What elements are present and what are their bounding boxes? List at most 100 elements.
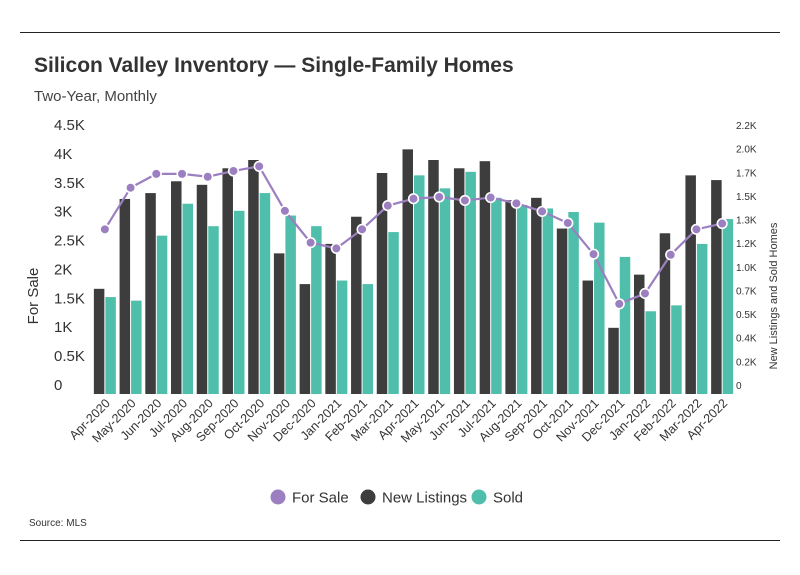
sold-bar	[439, 188, 451, 394]
for-sale-point	[639, 287, 651, 300]
right-tick-label: 1.2K	[736, 239, 757, 250]
for-sale-point	[227, 165, 240, 177]
right-tick-label: 0.2K	[736, 357, 757, 368]
for-sale-point	[485, 191, 497, 204]
for-sale-point	[382, 200, 394, 212]
new-listings-bar	[273, 253, 285, 394]
legend-swatch	[270, 489, 286, 505]
for-sale-point	[330, 242, 342, 254]
for-sale-point	[587, 248, 600, 260]
left-axis-title: For Sale	[25, 268, 42, 325]
sold-bar	[311, 226, 322, 394]
sold-bar	[645, 311, 656, 394]
new-listings-bar	[119, 199, 131, 394]
right-axis-title: New Listings and Sold Homes	[768, 222, 780, 369]
sold-bar	[285, 215, 296, 394]
chart-subtitle: Two-Year, Monthly	[34, 88, 157, 105]
for-sale-point	[716, 217, 728, 230]
new-listings-bar	[453, 168, 465, 394]
for-sale-point	[613, 298, 625, 310]
for-sale-point	[665, 249, 677, 261]
right-tick-label: 1.5K	[736, 192, 757, 203]
chart-title: Silicon Valley Inventory — Single-Family…	[34, 54, 514, 77]
sold-bar	[619, 256, 631, 394]
for-sale-point	[176, 168, 188, 180]
sold-bar	[414, 175, 425, 394]
sold-bar	[594, 222, 605, 394]
new-listings-bar	[633, 274, 645, 394]
new-listings-bar	[248, 160, 259, 394]
sold-bar	[233, 210, 245, 394]
new-listings-bar	[171, 181, 182, 394]
legend-swatch	[471, 489, 487, 505]
new-listings-bar	[479, 161, 491, 394]
new-listings-bar	[402, 149, 413, 394]
left-tick-label: 4K	[54, 146, 72, 163]
sold-bar	[542, 208, 554, 394]
new-listings-bar	[428, 160, 439, 394]
new-listings-bar	[325, 243, 336, 394]
new-listings-bar	[556, 228, 568, 394]
right-tick-label: 0.4K	[736, 334, 757, 345]
right-tick-label: 1.7K	[736, 168, 757, 179]
new-listings-bar	[608, 327, 619, 394]
sold-bar	[362, 284, 374, 394]
for-sale-point	[510, 197, 522, 209]
for-sale-point	[562, 217, 574, 229]
sold-bar	[465, 171, 476, 394]
right-tick-label: 0.7K	[736, 286, 757, 297]
left-tick-label: 2.5K	[54, 233, 85, 250]
sold-bar	[696, 243, 708, 394]
new-listings-bar	[582, 280, 594, 394]
right-tick-label: 1.3K	[736, 216, 757, 227]
left-tick-label: 0	[54, 377, 62, 394]
left-tick-label: 1.5K	[54, 290, 85, 307]
for-sale-point	[253, 160, 265, 172]
for-sale-point	[279, 205, 291, 217]
right-tick-label: 1.0K	[736, 263, 757, 274]
legend-swatch	[360, 489, 376, 505]
right-tick-label: 0	[736, 381, 742, 392]
new-listings-bar	[93, 288, 105, 394]
left-tick-label: 4.5K	[54, 117, 85, 134]
sold-bar	[259, 193, 271, 394]
right-axis-ticks: 0 0.2K 0.4K 0.5K 0.7K 1.0K 1.2K 1.3K 1.5K 1.7K 2.0…	[736, 121, 757, 392]
x-axis-ticks: Apr-2020May-2020Jun-2020Jul-2020Aug-2020…	[67, 396, 731, 445]
new-listings-bar	[659, 233, 671, 394]
legend-label: New Listings	[382, 490, 467, 507]
for-sale-point	[356, 223, 368, 235]
for-sale-point	[305, 237, 317, 249]
legend-label: Sold	[493, 490, 523, 507]
sold-bar	[388, 232, 399, 394]
sold-bar	[105, 297, 116, 394]
sold-bar	[156, 235, 168, 394]
for-sale-point	[536, 205, 548, 218]
new-listings-bar	[299, 284, 311, 394]
sold-bar	[722, 219, 734, 394]
left-tick-label: 2K	[54, 261, 72, 278]
left-axis-ticks: 0 0.5K 1K 1.5K 2K 2.5K 3K 3.5K 4K 4.5K	[54, 117, 85, 394]
left-tick-label: 0.5K	[54, 348, 85, 365]
for-sale-point	[202, 171, 214, 183]
left-tick-label: 1K	[54, 319, 72, 336]
left-tick-label: 3K	[54, 204, 72, 221]
left-tick-label: 3.5K	[54, 175, 85, 192]
top-rule	[20, 32, 780, 33]
new-listings-bar	[351, 216, 362, 394]
new-listings-bar	[531, 197, 542, 394]
bottom-rule	[20, 540, 780, 541]
source-note: Source: MLS	[29, 518, 87, 529]
sold-bar	[208, 226, 219, 394]
bar-series	[93, 149, 734, 394]
right-tick-label: 0.5K	[736, 310, 757, 321]
new-listings-bar	[376, 173, 388, 394]
new-listings-bar	[505, 200, 516, 394]
sold-bar	[516, 204, 528, 394]
legend-label: For Sale	[292, 490, 349, 507]
sold-bar	[336, 280, 348, 394]
sold-bar	[182, 203, 194, 394]
for-sale-point	[690, 223, 703, 235]
new-listings-bar	[196, 184, 208, 394]
for-sale-point	[99, 223, 111, 235]
